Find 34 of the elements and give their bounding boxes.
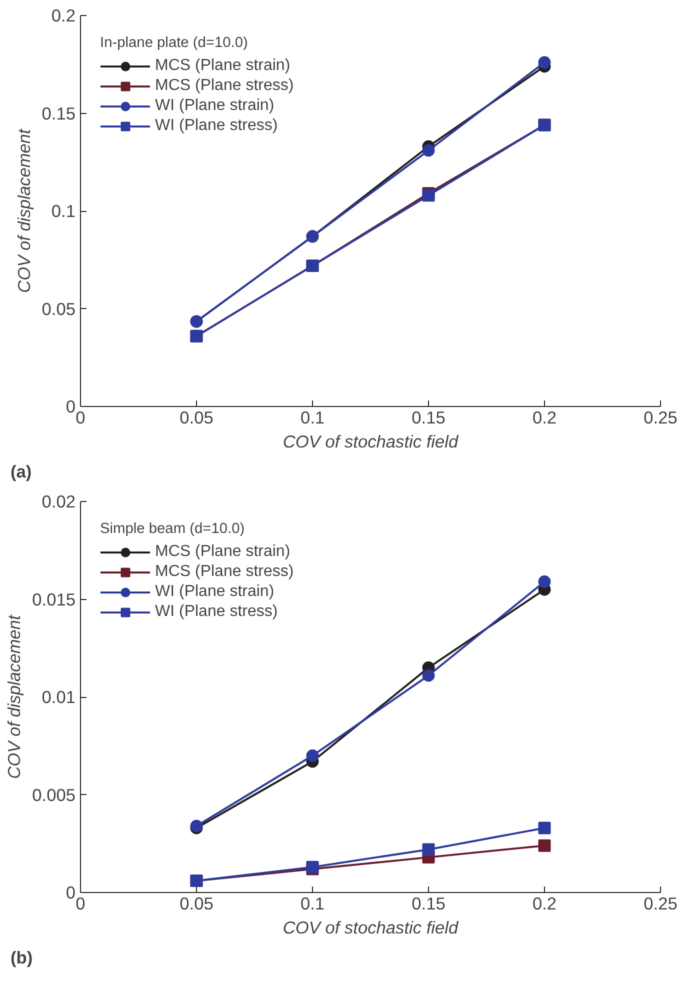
x-tick-label: 0.05 — [180, 894, 214, 914]
legend-label: MCS (Plane strain) — [155, 57, 290, 75]
x-tick-label: 0.2 — [532, 894, 557, 914]
y-axis-title: COV of displacement — [4, 614, 24, 779]
x-axis-title: COV of stochastic field — [282, 918, 460, 938]
legend-label: WI (Plane strain) — [155, 97, 274, 115]
x-tick-label: 0.2 — [532, 408, 557, 428]
y-tick-label: 0.005 — [32, 784, 76, 805]
legend-label: WI (Plane stress) — [155, 603, 278, 621]
y-tick-label: 0.05 — [42, 298, 76, 319]
x-tick-label: 0.25 — [644, 408, 678, 428]
y-tick-label: 0.015 — [32, 589, 76, 610]
x-tick-label: 0.1 — [300, 408, 325, 428]
legend-label: MCS (Plane stress) — [155, 563, 294, 581]
y-tick-label: 0.02 — [42, 492, 76, 512]
legend-label: MCS (Plane stress) — [155, 77, 294, 95]
x-tick-label: 0.15 — [412, 408, 446, 428]
x-axis-title: COV of stochastic field — [282, 432, 460, 452]
legend-label: WI (Plane strain) — [155, 583, 274, 601]
y-tick-label: 0.15 — [42, 103, 76, 124]
y-axis-title: COV of displacement — [14, 128, 34, 293]
x-tick-label: 0.05 — [180, 408, 214, 428]
legend-title: In-plane plate (d=10.0) — [100, 35, 249, 51]
y-tick-label: 0.01 — [42, 687, 76, 707]
y-tick-label: 0.2 — [51, 6, 76, 26]
legend-label: WI (Plane stress) — [155, 117, 278, 135]
y-tick-label: 0.1 — [51, 201, 76, 221]
x-tick-label: 0.25 — [644, 894, 678, 914]
text: (a) — [10, 462, 32, 482]
x-tick-label: 0.15 — [412, 894, 446, 914]
legend-title: Simple beam (d=10.0) — [100, 521, 246, 537]
x-tick-label: 0.1 — [300, 894, 325, 914]
text: (b) — [10, 948, 33, 968]
legend-label: MCS (Plane strain) — [155, 543, 290, 561]
